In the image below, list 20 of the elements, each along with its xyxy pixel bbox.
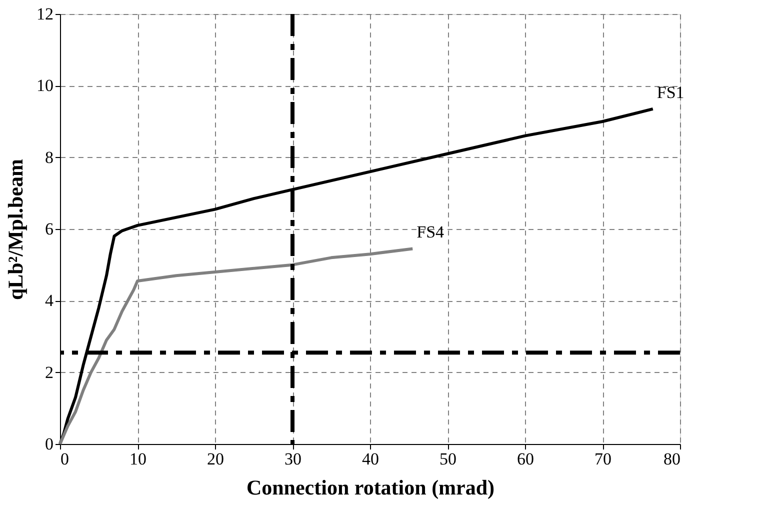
y-axis-title: qLb²/Mpl.beam <box>4 158 28 300</box>
x-tick-label: 20 <box>207 450 224 468</box>
y-tick-label: 0 <box>45 434 54 454</box>
y-tick-label: 4 <box>45 291 54 310</box>
x-tick-label: 10 <box>130 450 146 468</box>
x-tick-label: 60 <box>517 450 534 468</box>
x-tick-label: 40 <box>362 450 379 468</box>
y-tick-label: 10 <box>36 76 54 96</box>
series-label: FS1 <box>656 82 684 102</box>
y-tick-label: 12 <box>36 4 54 24</box>
x-axis-title: Connection rotation (mrad) <box>246 476 495 500</box>
x-tick-label: 50 <box>440 450 456 468</box>
x-tick-label: 30 <box>284 450 302 468</box>
series-label: FS4 <box>416 222 445 242</box>
x-tick-label: 80 <box>664 450 680 468</box>
y-tick-label: 2 <box>45 362 54 382</box>
x-tick-label: 0 <box>60 450 69 468</box>
y-tick-label: 8 <box>45 148 54 167</box>
x-tick-label: 70 <box>594 450 612 468</box>
y-tick-label: 6 <box>45 220 54 238</box>
